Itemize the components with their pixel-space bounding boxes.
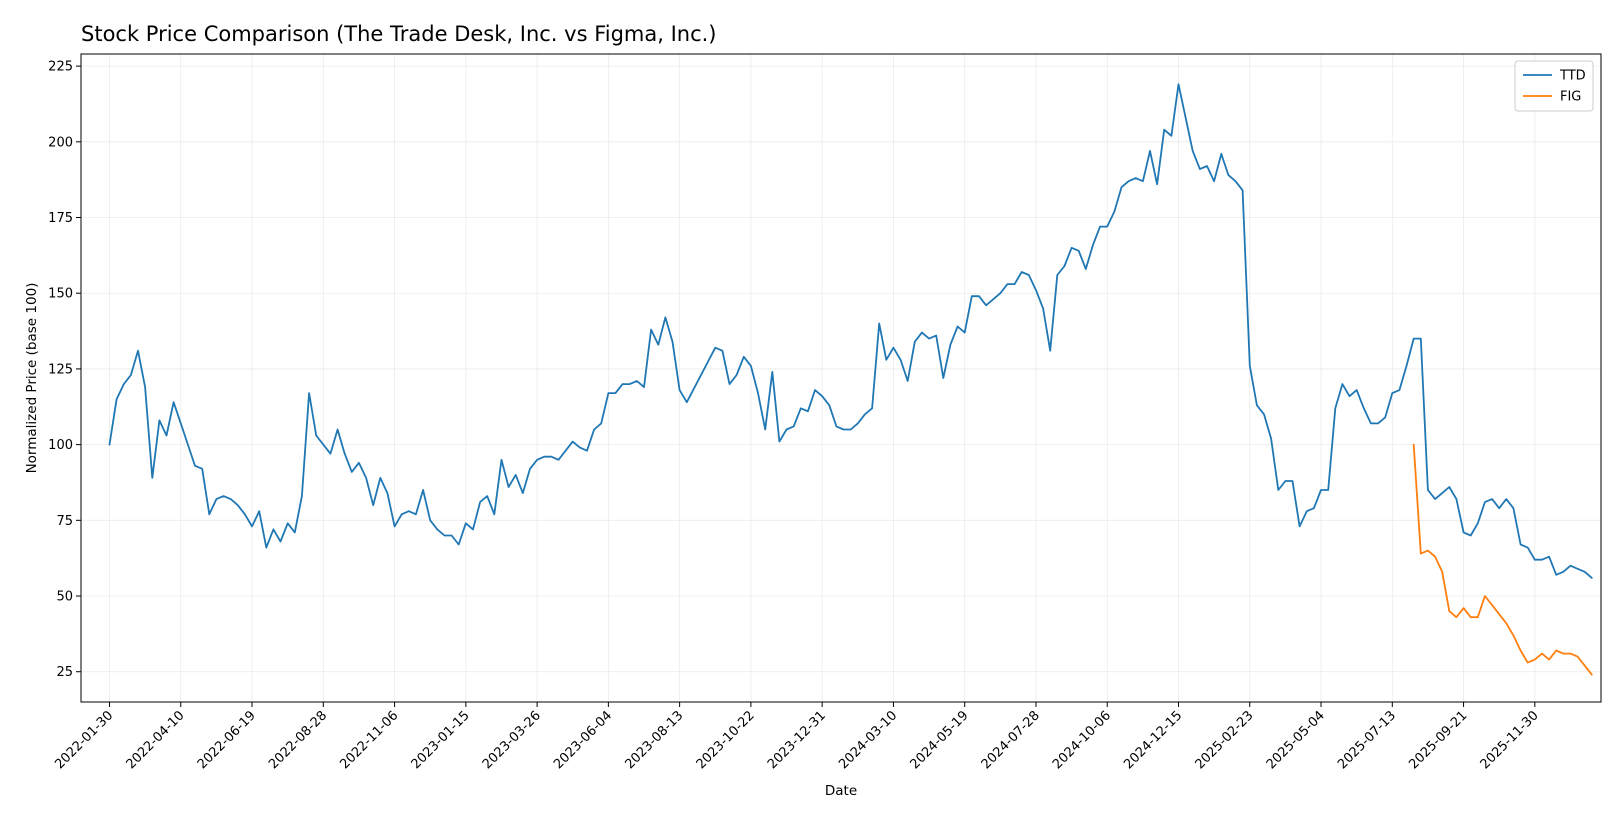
- y-tick-label: 50: [56, 590, 73, 605]
- x-tick-label: 2024-12-15: [1121, 708, 1185, 772]
- legend-box: [1514, 60, 1594, 112]
- x-axis-label: Date: [825, 783, 857, 799]
- x-tick-label: 2025-09-21: [1406, 708, 1470, 772]
- plot-area: [80, 53, 1602, 703]
- legend-label-fig: FIG: [1560, 90, 1581, 105]
- y-tick-label: 100: [48, 438, 73, 453]
- x-tick-label: 2022-04-10: [124, 708, 188, 772]
- y-tick-label: 175: [48, 211, 73, 226]
- y-tick-label: 75: [56, 514, 73, 529]
- grid-lines: [81, 54, 1601, 702]
- series-line-fig: [1412, 443, 1593, 676]
- y-tick-label: 150: [48, 287, 73, 302]
- x-tick-label: 2023-08-13: [622, 708, 686, 772]
- x-tick-label: 2022-11-06: [337, 708, 401, 772]
- chart-title: Stock Price Comparison (The Trade Desk, …: [81, 22, 717, 46]
- y-tick-label: 125: [48, 362, 73, 377]
- x-tick-label: 2025-02-23: [1193, 708, 1257, 772]
- y-axis: 25 50 75 100 125 150 175 200 225: [48, 60, 81, 680]
- y-tick-label: 225: [48, 60, 73, 75]
- legend-label-ttd: TTD: [1559, 69, 1586, 84]
- x-tick-label: 2024-05-19: [907, 708, 971, 772]
- x-axis: 2022-01-30 2022-04-10 2022-06-19 2022-08-28…: [52, 702, 1542, 772]
- x-tick-label: 2024-07-28: [979, 708, 1043, 772]
- y-axis-label: Normalized Price (base 100): [24, 283, 40, 474]
- x-tick-label: 2025-11-30: [1478, 708, 1542, 772]
- series-line-ttd: [108, 83, 1593, 579]
- series-layer: [108, 83, 1593, 676]
- x-tick-label: 2024-10-06: [1050, 708, 1114, 772]
- x-tick-label: 2022-01-30: [52, 708, 116, 772]
- x-tick-label: 2022-08-28: [266, 708, 330, 772]
- x-tick-label: 2023-10-22: [694, 708, 758, 772]
- x-tick-label: 2025-05-04: [1264, 708, 1328, 772]
- legend: TTD FIG: [1514, 60, 1594, 112]
- y-tick-label: 200: [48, 135, 73, 150]
- x-tick-label: 2024-03-10: [836, 708, 900, 772]
- x-tick-label: 2023-03-26: [480, 708, 544, 772]
- x-tick-label: 2022-06-19: [195, 708, 259, 772]
- x-tick-label: 2023-01-15: [409, 708, 473, 772]
- y-tick-label: 25: [56, 665, 73, 680]
- x-tick-label: 2025-07-13: [1335, 708, 1399, 772]
- x-tick-label: 2023-06-04: [551, 708, 615, 772]
- x-tick-label: 2023-12-31: [765, 708, 829, 772]
